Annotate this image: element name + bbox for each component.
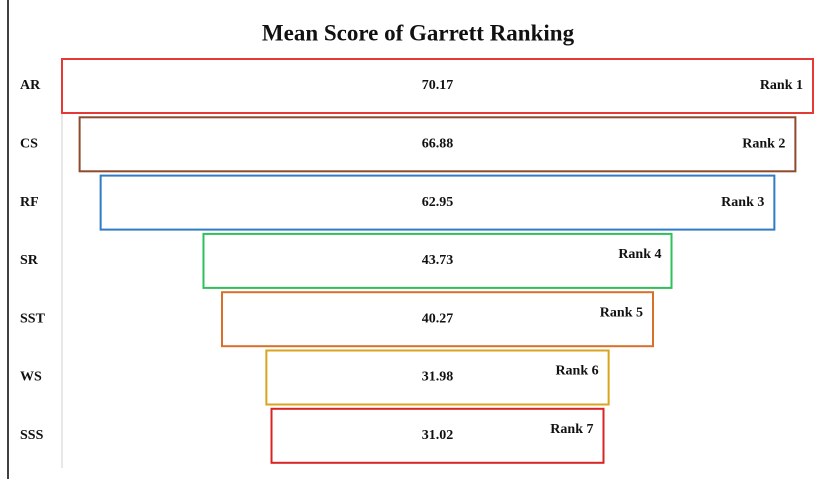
- funnel-bar: [202, 232, 673, 289]
- category-label: CS: [20, 137, 38, 152]
- value-label: 70.17: [422, 78, 454, 93]
- rank-label: Rank 1: [760, 78, 803, 93]
- rank-label: Rank 5: [600, 305, 643, 320]
- value-label: 62.95: [422, 195, 454, 210]
- funnel-bar: [61, 58, 814, 114]
- value-label: 31.02: [422, 428, 454, 443]
- value-label: 66.88: [422, 137, 454, 152]
- funnel-bar: [221, 291, 654, 348]
- value-label: 43.73: [422, 253, 454, 268]
- funnel-bar: [99, 174, 776, 231]
- value-label: 40.27: [422, 311, 454, 326]
- category-label: SST: [20, 311, 46, 326]
- rank-label: Rank 2: [742, 137, 785, 152]
- rank-label: Rank 7: [550, 422, 593, 437]
- funnel-bar: [265, 349, 610, 406]
- funnel-bar: [270, 407, 605, 464]
- category-label: SR: [20, 253, 39, 268]
- category-label: WS: [20, 370, 42, 385]
- funnel-bar: [78, 116, 797, 173]
- rank-label: Rank 4: [618, 247, 661, 262]
- rank-label: Rank 3: [721, 195, 764, 210]
- chart-title: Mean Score of Garrett Ranking: [262, 20, 575, 45]
- category-label: AR: [20, 78, 41, 93]
- category-label: SSS: [20, 428, 44, 443]
- rank-label: Rank 6: [555, 364, 598, 379]
- value-label: 31.98: [422, 370, 454, 385]
- category-label: RF: [20, 195, 39, 210]
